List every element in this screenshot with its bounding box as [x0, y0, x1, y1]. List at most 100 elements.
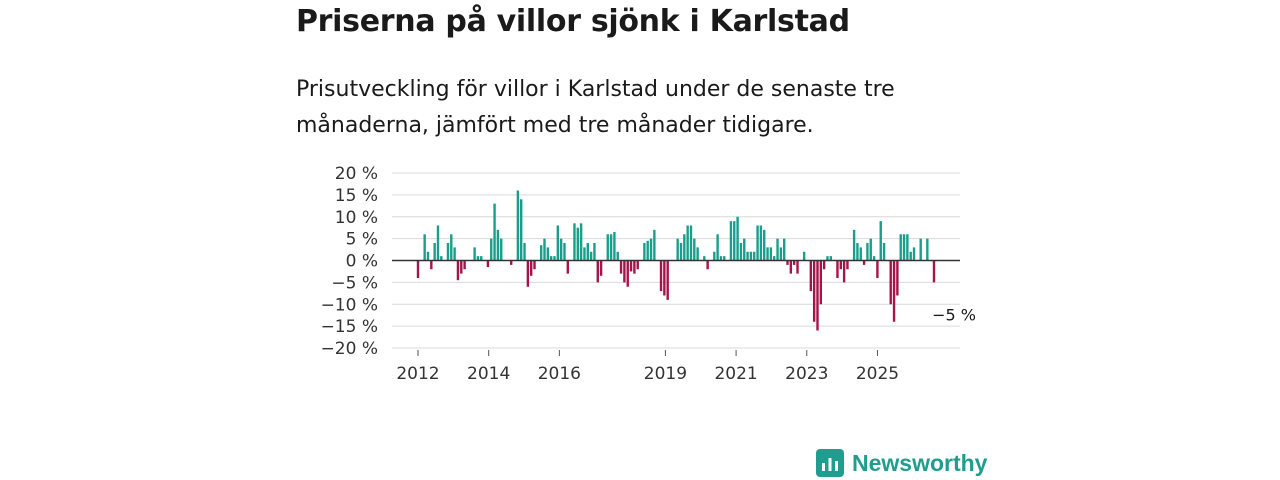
- grid-lines: [392, 172, 960, 349]
- bar: [676, 238, 679, 261]
- bar: [862, 260, 866, 265]
- x-axis: 2012 2014 2016 2019 2021 2023 2025: [396, 350, 899, 384]
- bar: [633, 260, 636, 274]
- bar: [839, 260, 842, 270]
- bar: [629, 260, 633, 272]
- bar: [529, 260, 533, 276]
- bar: [736, 216, 739, 261]
- bar: [576, 227, 579, 261]
- bar: [802, 251, 806, 261]
- brand-name: Newsworthy: [852, 449, 988, 476]
- bar: [496, 229, 500, 261]
- bar: [416, 260, 420, 278]
- bar: [566, 260, 570, 274]
- bar: [426, 251, 430, 261]
- bar: [876, 260, 879, 278]
- bar: [739, 243, 743, 261]
- chart-subtitle: Prisutveckling för villor i Karlstad und…: [296, 77, 895, 138]
- x-tick-label: 2023: [785, 364, 828, 384]
- bar: [463, 260, 466, 270]
- bar: [822, 260, 826, 270]
- newsworthy-logo[interactable]: Newsworthy: [816, 446, 987, 480]
- bar: [756, 225, 759, 261]
- chart-title: Priserna på villor sjönk i Karlstad: [296, 4, 850, 39]
- bar: [703, 256, 706, 261]
- bar: [713, 251, 716, 261]
- bar: [473, 247, 476, 261]
- y-tick-label: −10 %: [321, 295, 378, 315]
- bar: [433, 243, 436, 261]
- bar: [593, 243, 596, 261]
- bar: [872, 256, 876, 261]
- bar: [616, 251, 619, 261]
- bar: [596, 260, 599, 283]
- bar: [776, 238, 779, 261]
- bar: [573, 223, 576, 261]
- bars: [416, 190, 936, 331]
- bar: [480, 256, 483, 261]
- bar: [912, 247, 916, 261]
- x-tick-label: 2012: [396, 364, 439, 384]
- bar: [626, 260, 629, 287]
- bar: [546, 247, 550, 261]
- bar: [666, 260, 669, 300]
- y-tick-label: −5 %: [331, 273, 378, 293]
- bar: [436, 225, 440, 261]
- bar: [696, 247, 699, 261]
- bar: [749, 251, 753, 261]
- bar: [733, 221, 736, 261]
- bar: [510, 260, 513, 265]
- bar: [453, 247, 456, 261]
- bar: [659, 260, 663, 292]
- y-tick-label: −15 %: [321, 317, 378, 337]
- bar: [649, 238, 653, 261]
- x-tick-label: 2016: [538, 364, 581, 384]
- bar: [623, 260, 626, 283]
- bar: [789, 260, 793, 274]
- bar: [646, 240, 649, 261]
- bar: [609, 234, 613, 261]
- x-tick-label: 2019: [644, 364, 687, 384]
- bar: [729, 221, 733, 261]
- bar: [892, 260, 896, 322]
- bar: [450, 234, 453, 261]
- bar: [543, 238, 546, 261]
- bar: [456, 260, 460, 281]
- bar: [556, 225, 560, 261]
- bar: [769, 247, 773, 261]
- bar: [723, 256, 726, 261]
- bar: [869, 238, 872, 261]
- bar: [460, 260, 463, 274]
- bar: [819, 260, 823, 305]
- bar: [663, 260, 666, 296]
- bar: [486, 260, 490, 268]
- bar: [836, 260, 839, 278]
- y-axis: 20 %15 %10 %5 %0 %−5 %−10 %−15 %−20 %: [321, 164, 378, 359]
- bar: [539, 245, 543, 261]
- y-tick-label: 20 %: [335, 164, 378, 184]
- bar: [643, 243, 646, 261]
- bar: [826, 256, 829, 261]
- bar: [882, 243, 886, 261]
- bar: [599, 260, 603, 276]
- bar: [706, 260, 709, 270]
- y-tick-label: −20 %: [321, 339, 378, 359]
- bar: [693, 238, 696, 261]
- bar: [613, 232, 616, 261]
- bar: [842, 260, 846, 283]
- last-value-annotation: −5 %: [932, 305, 976, 324]
- x-tick-label: 2025: [856, 364, 899, 384]
- bar: [856, 243, 859, 261]
- bar: [563, 243, 566, 261]
- bar: [446, 243, 450, 261]
- bar: [919, 238, 922, 261]
- bar: [606, 234, 609, 261]
- bar: [902, 234, 906, 261]
- bar: [689, 225, 693, 261]
- newsworthy-bar-chart-icon: [816, 449, 844, 477]
- bar: [526, 260, 530, 287]
- y-tick-label: 10 %: [335, 208, 378, 228]
- bar: [763, 229, 766, 261]
- bar: [683, 234, 686, 261]
